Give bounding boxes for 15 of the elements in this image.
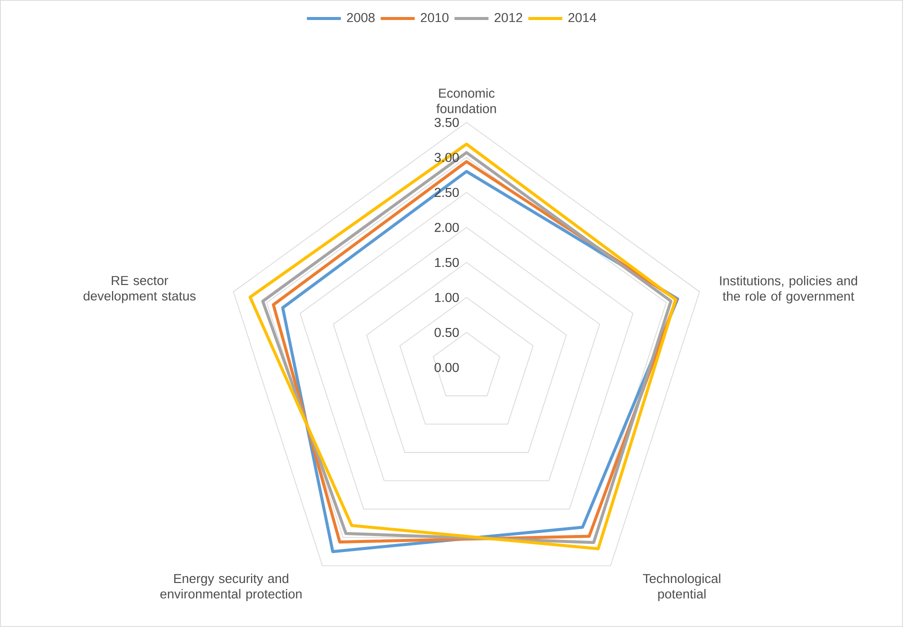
legend-label: 2010 [420,13,449,22]
y-tick-label: 0.50 [434,328,459,338]
y-tick-label: 1.50 [435,258,459,268]
spoke-label: Economic foundation [436,88,496,114]
spoke-label: Technological potential [642,574,720,602]
legend-label: 2014 [568,13,596,22]
spoke-label: Energy security and environmental protection [160,574,302,602]
legend-label: 2012 [494,13,522,22]
spoke-label: Institutions, policies and the role of government [720,276,858,304]
spoke-label: RE sector development status [84,276,196,304]
y-tick-label: 1.00 [435,292,459,302]
y-tick-label: 0.00 [434,362,459,372]
legend-label: 2008 [347,13,375,22]
y-tick-label: 3.50 [434,118,459,128]
y-tick-label: 2.00 [434,222,459,232]
